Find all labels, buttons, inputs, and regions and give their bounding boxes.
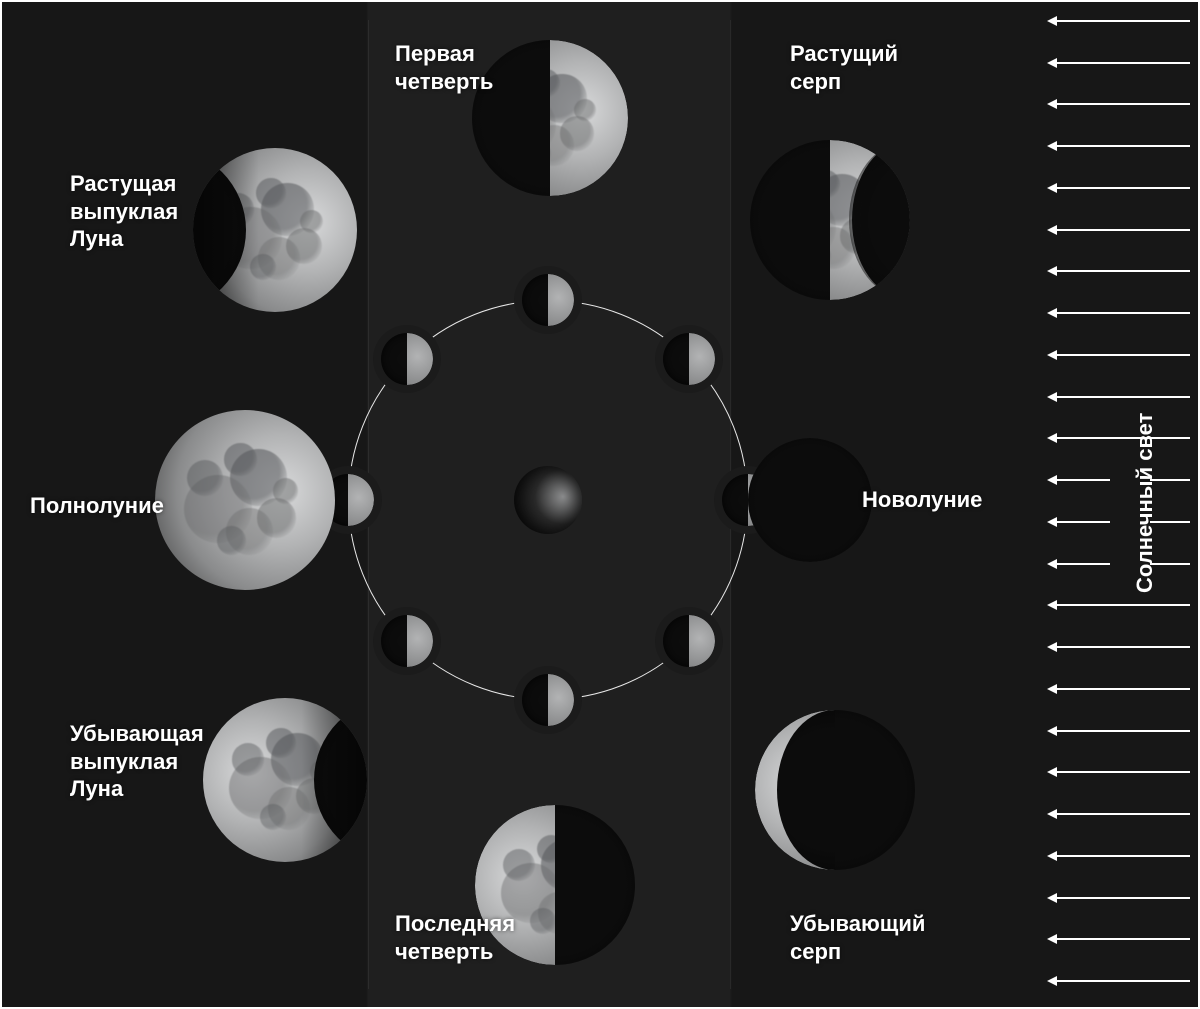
orbit-moon-5 xyxy=(381,615,433,667)
earth xyxy=(514,466,582,534)
phase-moon-full-moon xyxy=(155,410,335,590)
phase-moon-waxing-crescent xyxy=(750,140,910,300)
sunlight-arrow-10 xyxy=(1055,437,1190,439)
sunlight-arrow-11-a xyxy=(1055,479,1110,481)
phase-moon-waning-crescent xyxy=(755,710,915,870)
phase-label-last-quarter: Последняя четверть xyxy=(395,910,515,965)
sunlight-arrow-22 xyxy=(1055,938,1190,940)
phase-moon-waning-gibbous xyxy=(203,698,367,862)
sunlight-arrow-16 xyxy=(1055,688,1190,690)
phase-label-waxing-crescent: Растущий серп xyxy=(790,40,898,95)
orbit-moon-6 xyxy=(522,674,574,726)
phase-label-new-moon: Новолуние xyxy=(862,486,982,514)
phase-moon-new-moon xyxy=(748,438,872,562)
sunlight-arrow-20 xyxy=(1055,855,1190,857)
sunlight-arrow-18 xyxy=(1055,771,1190,773)
phase-label-waxing-gibbous: Растущая выпуклая Луна xyxy=(70,170,178,253)
sunlight-arrow-4 xyxy=(1055,187,1190,189)
orbit-moon-7 xyxy=(663,615,715,667)
phase-label-waning-crescent: Убывающий серп xyxy=(790,910,925,965)
sunlight-arrow-14 xyxy=(1055,604,1190,606)
sunlight-arrow-2 xyxy=(1055,103,1190,105)
orbit-moon-2 xyxy=(522,274,574,326)
moon-phases-diagram: Солнечный свет Новолуние Растущий серп Перв… xyxy=(0,0,1200,1009)
sunlight-arrow-19 xyxy=(1055,813,1190,815)
phase-moon-first-quarter xyxy=(472,40,628,196)
sunlight-arrow-15 xyxy=(1055,646,1190,648)
phase-moon-waxing-gibbous xyxy=(193,148,357,312)
sunlight-arrow-0 xyxy=(1055,20,1190,22)
sunlight-arrow-23 xyxy=(1055,980,1190,982)
orbit-moon-3 xyxy=(381,333,433,385)
sunlight-arrow-17 xyxy=(1055,730,1190,732)
sunlight-arrow-5 xyxy=(1055,229,1190,231)
orbit-moon-1 xyxy=(663,333,715,385)
sunlight-arrow-8 xyxy=(1055,354,1190,356)
sunlight-arrow-13-a xyxy=(1055,563,1110,565)
phase-label-waning-gibbous: Убывающая выпуклая Луна xyxy=(70,720,204,803)
sunlight-arrow-9 xyxy=(1055,396,1190,398)
sunlight-arrow-6 xyxy=(1055,270,1190,272)
sunlight-label: Солнечный свет xyxy=(1132,413,1158,593)
sunlight-arrow-7 xyxy=(1055,312,1190,314)
sunlight-arrow-21 xyxy=(1055,897,1190,899)
sunlight-arrow-1 xyxy=(1055,62,1190,64)
phase-label-first-quarter: Первая четверть xyxy=(395,40,493,95)
phase-label-full-moon: Полнолуние xyxy=(30,492,164,520)
sunlight-arrow-12-a xyxy=(1055,521,1110,523)
sunlight-arrow-3 xyxy=(1055,145,1190,147)
